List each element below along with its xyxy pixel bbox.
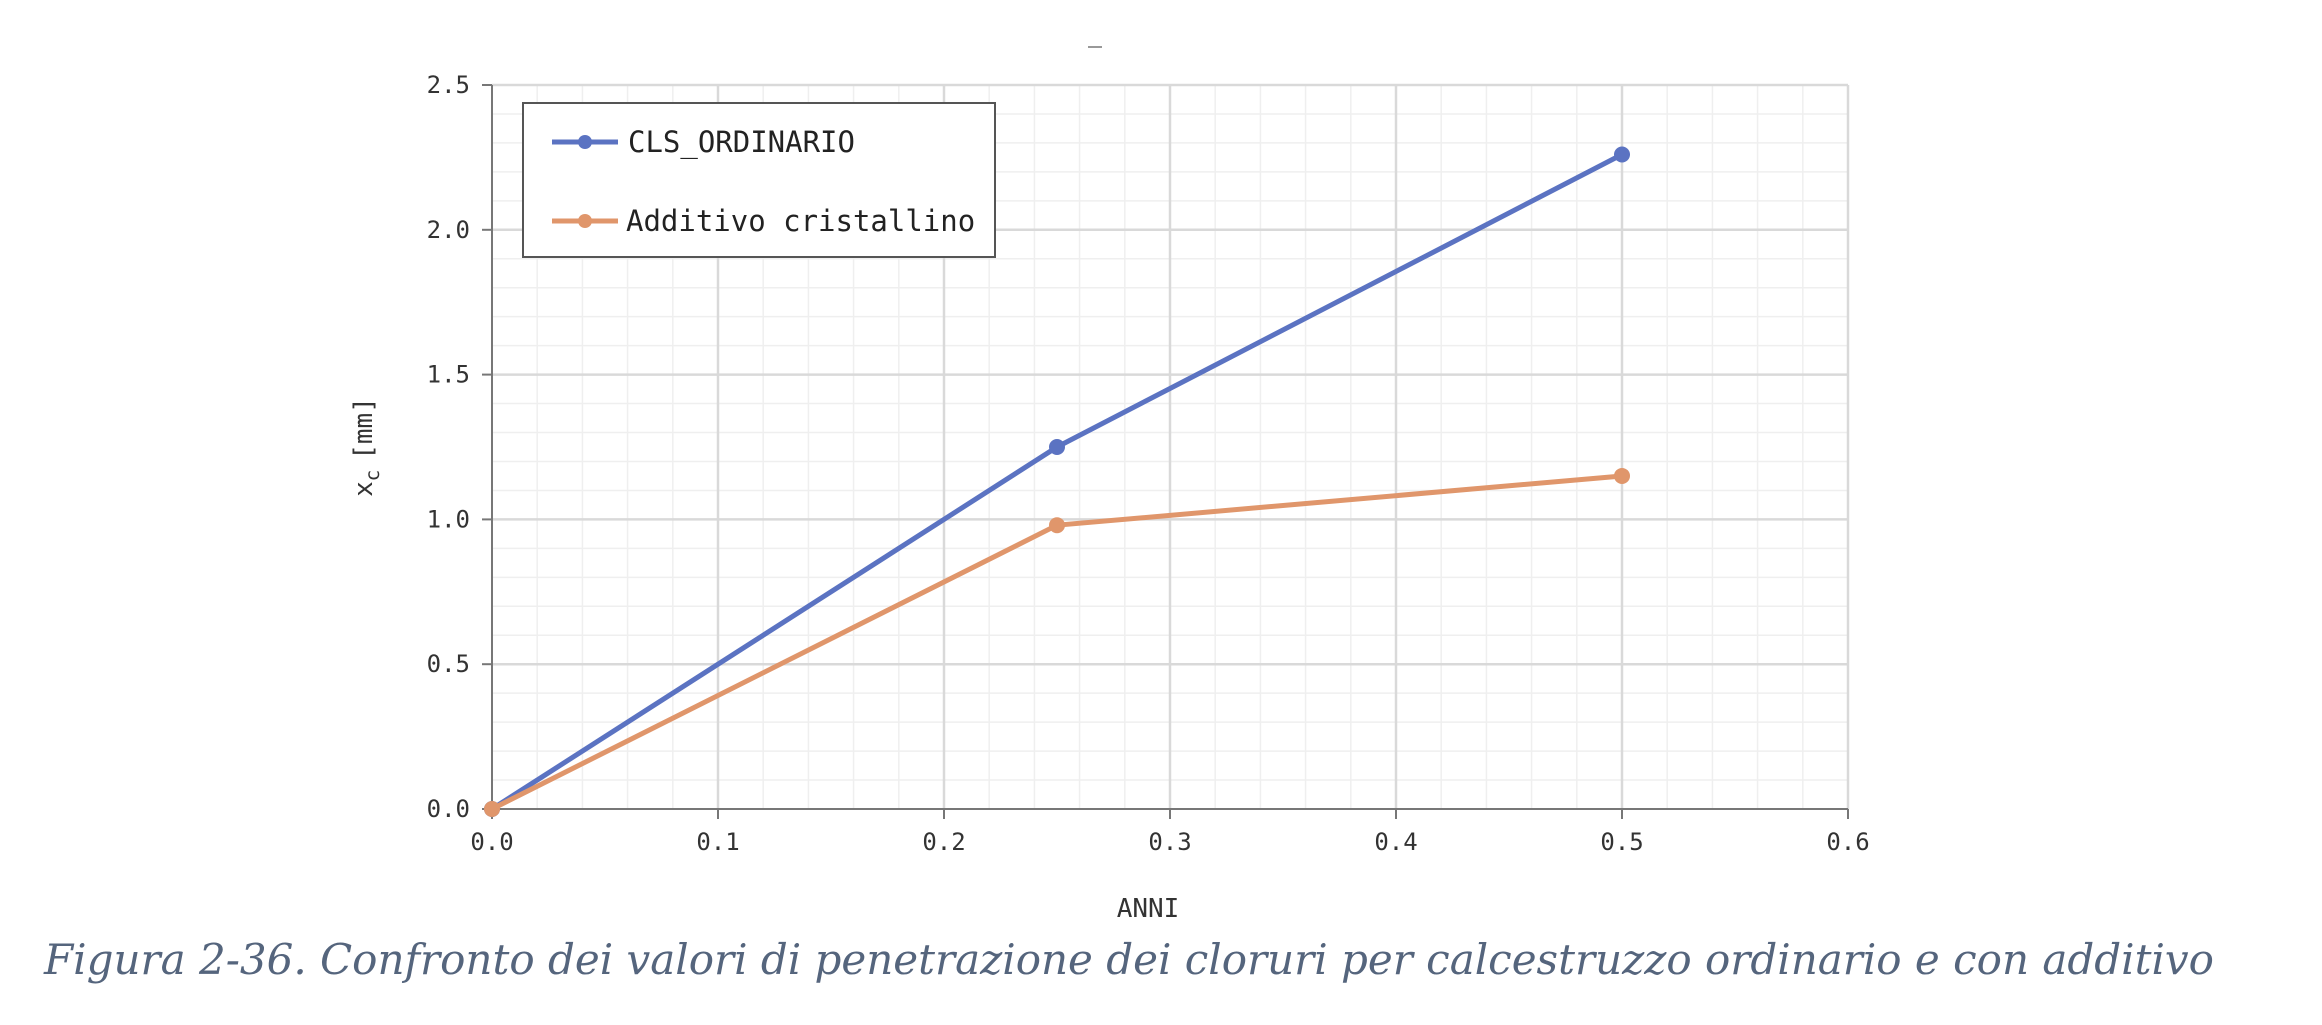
y-tick-label: 1.0	[427, 505, 470, 533]
y-axis-title-unit: [mm]	[349, 397, 379, 460]
data-point	[1614, 467, 1630, 484]
x-axis-title: ANNI	[1117, 894, 1180, 924]
data-point	[1049, 517, 1065, 534]
x-tick-label: 0.6	[1826, 828, 1869, 856]
x-tick-label: 0.5	[1600, 828, 1643, 856]
y-axis-title-main: x	[349, 481, 379, 497]
x-tick-label: 0.3	[1148, 828, 1191, 856]
x-tick-label: 0.0	[470, 828, 513, 856]
legend-marker-cls-ordinario	[578, 135, 592, 149]
y-tick-label: 2.5	[427, 71, 470, 99]
y-tick-label: 0.0	[427, 795, 470, 823]
y-axis-title: xc [mm]	[349, 397, 384, 497]
legend-label-cls-ordinario: CLS_ORDINARIO	[628, 125, 855, 160]
y-tick-label: 1.5	[427, 361, 470, 389]
series-layer	[484, 146, 1630, 817]
legend-label-additivo-cristallino: Additivo cristallino	[626, 204, 975, 238]
figure-caption: Figura 2-36. Confronto dei valori di pen…	[44, 935, 2214, 984]
x-axis-ticks: 0.0 0.1 0.2 0.3 0.4 0.5 0.6	[470, 809, 1870, 856]
y-tick-label: 0.5	[427, 650, 470, 678]
top-mark	[1088, 46, 1102, 48]
y-axis-ticks: 0.0 0.5 1.0 1.5 2.0 2.5	[427, 71, 492, 823]
data-point	[1049, 439, 1065, 455]
y-tick-label: 2.0	[427, 216, 470, 244]
x-tick-label: 0.4	[1374, 828, 1417, 856]
legend-marker-additivo-cristallino	[578, 214, 592, 228]
legend-box	[522, 102, 996, 258]
x-tick-label: 0.1	[696, 828, 739, 856]
legend: CLS_ORDINARIO Additivo cristallino	[522, 102, 996, 258]
x-tick-label: 0.2	[922, 828, 965, 856]
y-axis-title-subscript: c	[362, 470, 384, 481]
data-point	[1614, 146, 1630, 163]
data-point	[484, 801, 500, 817]
